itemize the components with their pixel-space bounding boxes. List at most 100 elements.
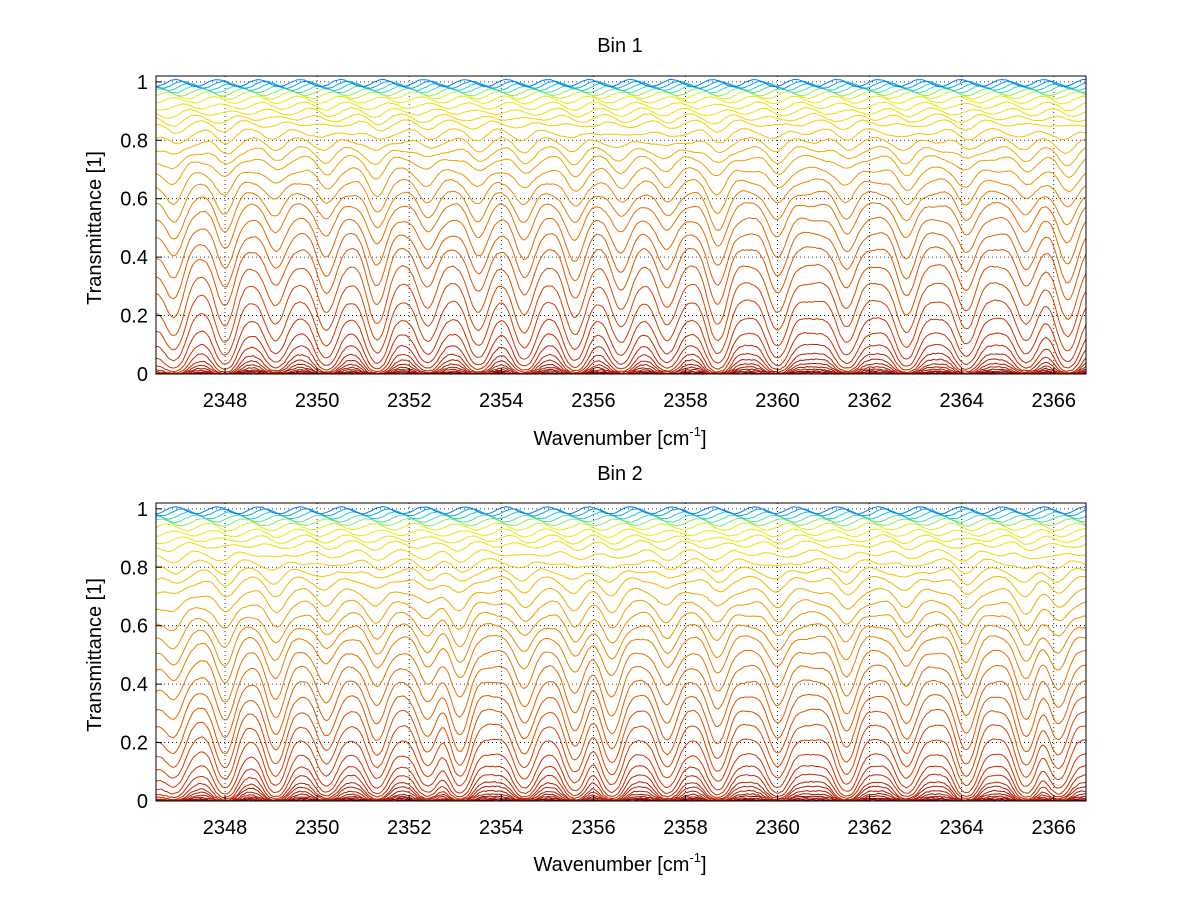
x-tick-group: 2348 2350 2352 2354 2356 2358 2360 2362 2364 2366 [203, 368, 1076, 412]
spectrum-line [155, 343, 1087, 374]
spectrum-line [155, 738, 1087, 789]
spectrum-line [155, 708, 1087, 769]
spectrum-line [155, 80, 1087, 90]
spectrum-line [155, 246, 1087, 319]
spectrum-line [155, 753, 1087, 795]
spectrum-line [155, 780, 1087, 802]
spectrum-line [155, 634, 1087, 684]
spectrum-line [155, 679, 1087, 739]
y-tick-label: 0.8 [120, 130, 148, 152]
spectrum-line [155, 773, 1086, 801]
spectrum-line [155, 789, 1087, 802]
spectrum-line [155, 90, 1087, 100]
chart-title: Bin 1 [597, 35, 643, 57]
x-tick-label: 2358 [663, 390, 708, 412]
spectrum-line [155, 216, 1087, 279]
x-axis-label: Wavenumber [cm-1] [533, 850, 706, 876]
spectrum-line [155, 522, 1087, 532]
y-tick-label: 0 [137, 791, 148, 813]
spectrum-line [155, 201, 1087, 257]
spectrum-line [155, 145, 1087, 170]
spectrum-line [155, 112, 1087, 127]
chart-panel-bin-1: Bin 1 2348 2350 2352 2354 2356 2358 2360 2362 23… [84, 35, 1087, 450]
y-tick-label: 0.6 [120, 616, 148, 638]
spectrum-line [155, 587, 1087, 615]
x-axis-label-end: ] [701, 854, 707, 876]
spectrum-line [155, 331, 1087, 373]
spectrum-line [155, 358, 1087, 375]
x-tick-group: 2348 2350 2352 2354 2356 2358 2360 2362 2364 2366 [203, 795, 1076, 839]
spectrum-line [155, 528, 1087, 539]
y-tick-label: 0.4 [120, 674, 148, 696]
x-tick-label: 2352 [387, 390, 432, 412]
spectrum-line [155, 506, 1087, 515]
chart-panel-bin-2: Bin 2 2348 2350 2352 2354 2356 2358 2360 2362 23… [84, 463, 1087, 876]
y-tick-label: 0 [137, 364, 148, 386]
spectrum-line [155, 723, 1086, 780]
spectrum-line [156, 178, 1087, 223]
x-tick-label: 2360 [755, 390, 800, 412]
spectrum-line [155, 664, 1087, 721]
spectrum-line [155, 548, 1087, 564]
x-tick-label: 2366 [1032, 817, 1077, 839]
x-tick-label: 2356 [571, 390, 616, 412]
y-tick-label: 0.2 [120, 306, 148, 328]
spectrum-line [155, 539, 1087, 552]
y-axis-label: Transmittance [1] [84, 151, 106, 305]
spectrum-line [155, 352, 1087, 375]
x-tick-label: 2352 [387, 817, 432, 839]
x-tick-label: 2364 [939, 390, 984, 412]
chart-title: Bin 2 [597, 463, 643, 485]
y-tick-label: 0.8 [120, 557, 148, 579]
spectrum-line [155, 231, 1087, 300]
x-axis-label-text: Wavenumber [cm [533, 854, 689, 876]
y-tick-label: 0.2 [120, 733, 148, 755]
x-tick-label: 2350 [295, 390, 340, 412]
spectrum-line [155, 154, 1087, 186]
spectrum-line [155, 622, 1087, 667]
y-tick-group: 0 0.2 0.4 0.6 0.8 1 [120, 499, 162, 813]
spectrum-line [155, 78, 1087, 88]
spectrum-line [155, 281, 1087, 351]
x-tick-label: 2358 [663, 817, 708, 839]
y-tick-label: 1 [137, 72, 148, 94]
y-tick-group: 0 0.2 0.4 0.6 0.8 1 [120, 72, 162, 386]
spectrum-line [155, 101, 1087, 111]
spectrum-line [155, 649, 1086, 703]
plot-frame [155, 502, 1087, 802]
spectrum-line [156, 299, 1087, 362]
spectrum-line [155, 107, 1087, 119]
y-tick-label: 1 [137, 499, 148, 521]
spectrum-line [155, 166, 1087, 206]
x-tick-label: 2348 [203, 817, 248, 839]
spectrum-line [155, 511, 1087, 520]
spectrum-line [155, 263, 1087, 336]
x-axis-label-superscript: -1 [689, 850, 701, 865]
spectrum-line [155, 136, 1087, 155]
spectrum-line [155, 534, 1087, 545]
x-axis-label-superscript: -1 [689, 424, 701, 439]
spectrum-line [155, 575, 1087, 598]
x-tick-label: 2348 [203, 390, 248, 412]
x-tick-label: 2362 [847, 817, 892, 839]
plot-frame [155, 75, 1087, 375]
x-axis-label: Wavenumber [cm-1] [533, 424, 706, 450]
x-axis-label-text: Wavenumber [cm [533, 428, 689, 450]
spectrum-line [155, 514, 1087, 524]
series-group [155, 506, 1087, 802]
spectrum-line [155, 557, 1087, 575]
spectrum-line [155, 317, 1087, 369]
spectrum-line [155, 95, 1087, 105]
x-tick-label: 2360 [755, 817, 800, 839]
spectrum-line [155, 610, 1086, 650]
x-tick-label: 2366 [1032, 390, 1077, 412]
x-tick-label: 2354 [479, 390, 524, 412]
y-tick-label: 0.6 [120, 189, 148, 211]
spectrum-line [155, 190, 1087, 240]
spectrum-line [155, 764, 1087, 799]
spectrum-line [155, 693, 1087, 754]
spectrum-line [155, 119, 1087, 134]
x-tick-label: 2356 [571, 817, 616, 839]
x-tick-label: 2362 [847, 390, 892, 412]
